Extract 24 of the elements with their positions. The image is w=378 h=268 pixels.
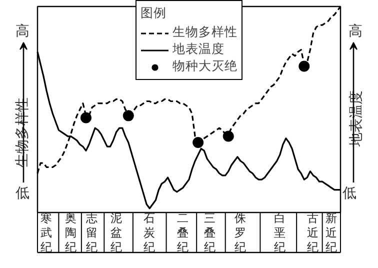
- x-tick-label: 三叠纪: [204, 210, 216, 254]
- x-tick-label: 志留纪: [86, 210, 98, 254]
- point: [222, 130, 234, 142]
- legend-label: 物种大灭绝: [172, 58, 238, 75]
- text: 高: [348, 24, 362, 40]
- x-tick-label: 奥陶纪: [64, 210, 77, 254]
- x-tick-label: 石炭纪: [144, 210, 156, 254]
- legend-label: 生物多样性: [172, 24, 238, 41]
- text: 高: [16, 24, 30, 40]
- text: 低: [342, 186, 356, 202]
- text: 低: [16, 186, 30, 202]
- x-tick-label: 白垩纪: [274, 210, 286, 254]
- x-tick-label: 寒武纪: [40, 210, 53, 254]
- x-tick-label: 二叠纪: [176, 210, 189, 254]
- point: [192, 136, 204, 148]
- x-tick-label: 侏罗纪: [234, 210, 247, 254]
- x-tick-label: 古近纪: [307, 210, 320, 254]
- legend-label: 地表温度: [172, 41, 224, 58]
- x-tick-label: 泥盆纪: [110, 210, 122, 254]
- point: [298, 60, 310, 72]
- legend-title: 图例: [140, 5, 168, 22]
- point: [122, 110, 134, 122]
- point: [80, 112, 92, 124]
- x-tick-label: 新近纪: [325, 210, 338, 254]
